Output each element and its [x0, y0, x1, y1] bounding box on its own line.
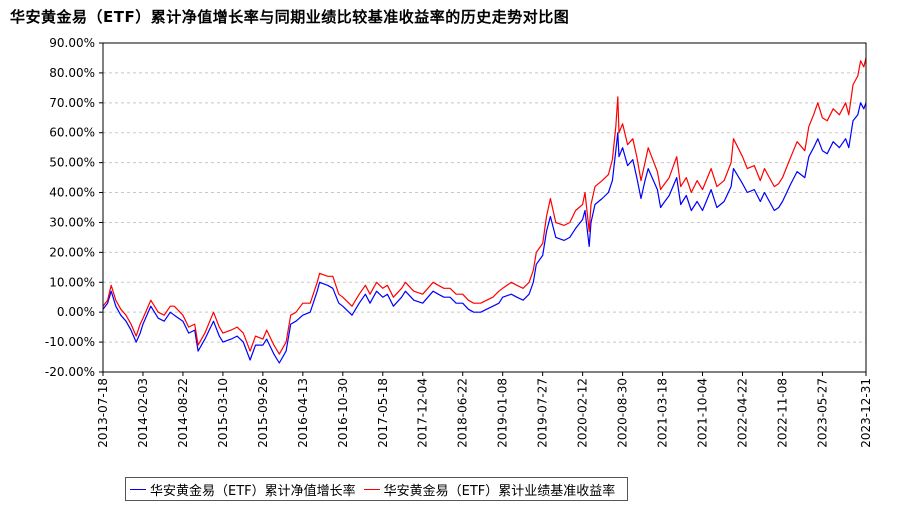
x-tick-label: 2022-11-08: [775, 378, 789, 448]
x-tick-label: 2015-09-26: [256, 378, 270, 448]
chart-title: 华安黄金易（ETF）累计净值增长率与同期业绩比较基准收益率的历史走势对比图: [10, 8, 570, 26]
y-tick-label: 60.00%: [49, 126, 95, 140]
legend-item-benchmark: 华安黄金易（ETF）累计业绩基准收益率: [363, 480, 616, 499]
y-tick-label: -20.00%: [45, 365, 95, 379]
y-tick-label: -10.00%: [45, 335, 95, 349]
x-tick-label: 2014-02-03: [136, 378, 150, 448]
x-tick-label: 2014-08-22: [176, 378, 190, 448]
x-tick-label: 2017-12-04: [416, 378, 430, 448]
x-tick-label: 2023-12-31: [859, 378, 873, 448]
x-tick-label: 2020-02-12: [576, 378, 590, 448]
legend-item-nav: 华安黄金易（ETF）累计净值增长率: [130, 480, 356, 499]
x-tick-label: 2020-08-30: [616, 378, 630, 448]
plot-frame: [102, 42, 867, 373]
x-tick-label: 2016-04-13: [296, 378, 310, 448]
x-tick-label: 2017-05-18: [376, 378, 390, 448]
y-tick-label: 80.00%: [49, 66, 95, 80]
x-tick-label: 2022-04-22: [735, 378, 749, 448]
y-tick-label: 70.00%: [49, 96, 95, 110]
y-tick-label: 50.00%: [49, 156, 95, 170]
y-tick-label: 10.00%: [49, 275, 95, 289]
x-tick-label: 2021-10-04: [696, 378, 710, 448]
y-tick-label: 90.00%: [49, 36, 95, 50]
legend-label-nav: 华安黄金易（ETF）累计净值增长率: [150, 483, 356, 499]
legend-label-benchmark: 华安黄金易（ETF）累计业绩基准收益率: [383, 483, 616, 499]
x-tick-label: 2019-01-08: [496, 378, 510, 448]
x-tick-label: 2021-03-18: [656, 378, 670, 448]
legend-swatch-nav: [130, 488, 146, 490]
y-tick-label: 0.00%: [57, 305, 95, 319]
series-line-nav: [102, 102, 867, 364]
legend: 华安黄金易（ETF）累计净值增长率 华安黄金易（ETF）累计业绩基准收益率: [125, 477, 629, 501]
x-tick-label: 2023-05-27: [815, 378, 829, 448]
y-tick-label: 30.00%: [49, 215, 95, 229]
legend-swatch-benchmark: [363, 488, 380, 490]
x-tick-label: 2019-07-27: [536, 378, 550, 448]
y-tick-label: 40.00%: [49, 186, 95, 200]
y-tick-label: 20.00%: [49, 245, 95, 259]
x-tick-label: 2013-07-18: [96, 378, 110, 448]
x-tick-label: 2015-03-10: [216, 378, 230, 448]
x-tick-label: 2018-06-22: [456, 378, 470, 448]
x-tick-label: 2016-10-30: [336, 378, 350, 448]
series-line-benchmark: [102, 57, 867, 355]
